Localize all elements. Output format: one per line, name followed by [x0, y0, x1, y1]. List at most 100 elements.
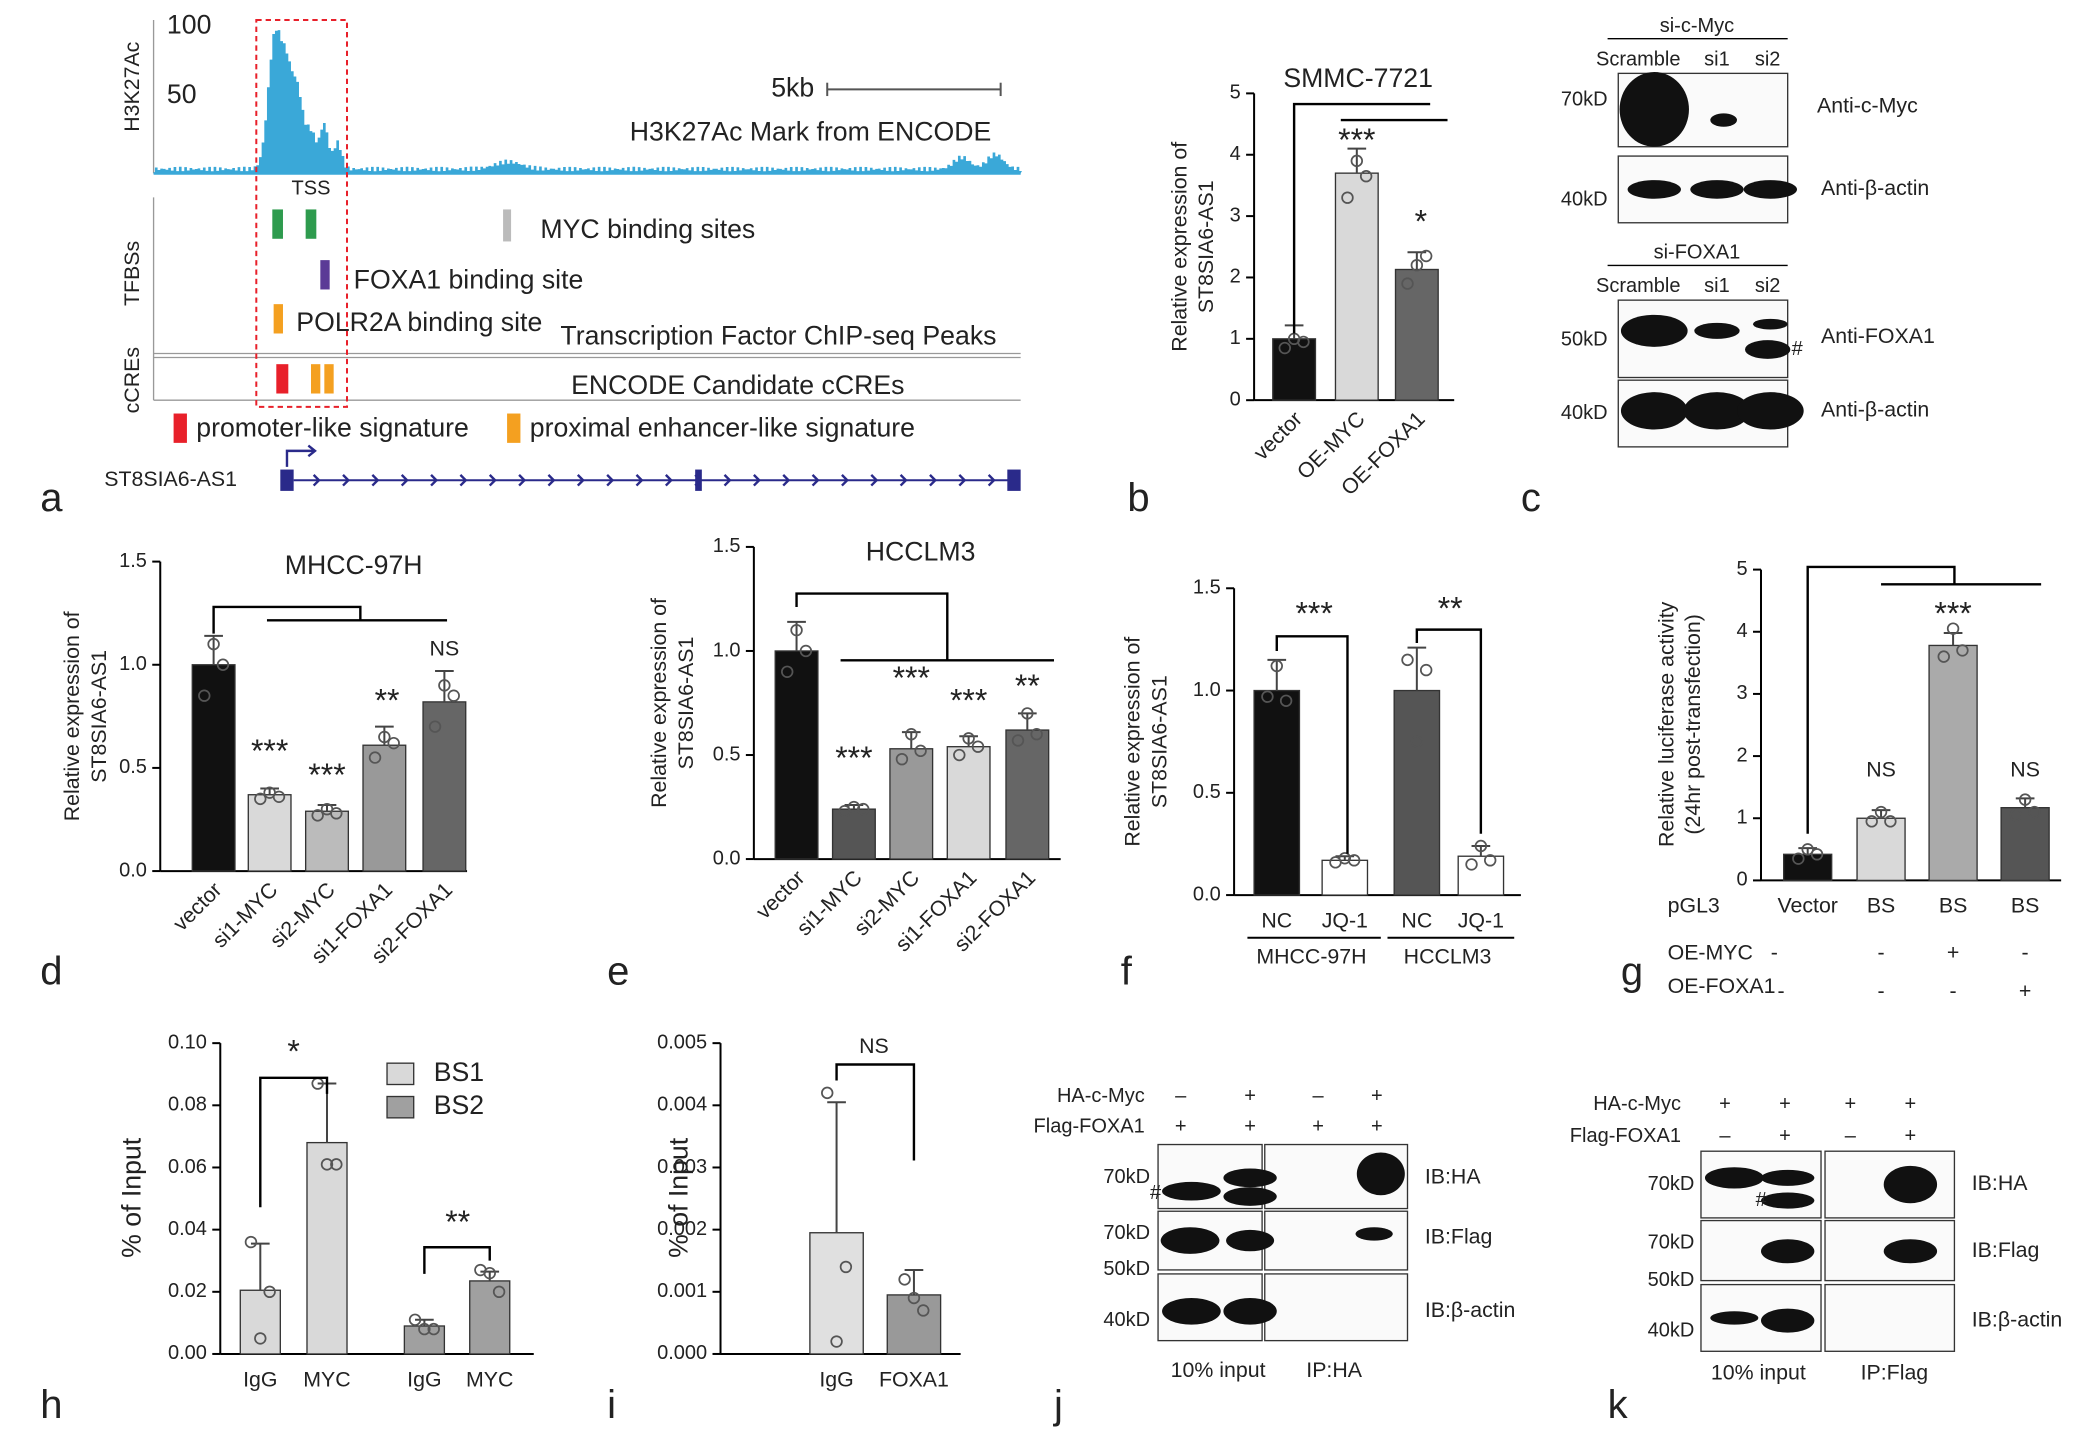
- y-axis-label: Relative expression of: [647, 598, 671, 808]
- error-bar: [787, 620, 806, 651]
- y-tick-label: 0.04: [168, 1218, 207, 1240]
- error-bar: [959, 735, 978, 747]
- y-axis-label: Relative expression of: [1167, 142, 1191, 352]
- y-tick-label: 5: [1230, 82, 1241, 104]
- bar: [403, 1325, 446, 1355]
- label: +: [1845, 1093, 1857, 1115]
- data-point: [418, 1322, 431, 1336]
- data-point: [1474, 839, 1488, 853]
- label: Scramble: [1596, 275, 1680, 297]
- label: ENCODE Candidate cCREs: [571, 370, 904, 400]
- chart-title: HCCLM3: [866, 537, 976, 567]
- x-tick-label: NC: [1401, 908, 1432, 932]
- data-point: [1279, 694, 1293, 707]
- label: proximal enhancer-like signature: [530, 413, 915, 443]
- error-bar: [250, 1242, 270, 1291]
- significance-bracket: [835, 1063, 916, 1161]
- y-tick-label: 1.0: [1193, 679, 1221, 701]
- y-tick-label: 2: [1737, 744, 1748, 766]
- label: 70kD: [1103, 1166, 1150, 1188]
- band: [1683, 392, 1751, 430]
- bar: [1457, 855, 1505, 896]
- panel-letter: h: [40, 1383, 62, 1427]
- tfbs-mark: [272, 209, 283, 239]
- y-tick-label: 1.5: [119, 550, 147, 572]
- bar: [1928, 644, 1978, 882]
- error-bar: [901, 731, 921, 749]
- data-point: [1011, 734, 1025, 747]
- panel-letter: j: [1053, 1383, 1063, 1427]
- y-tick-label: 1: [1737, 807, 1748, 829]
- significance-label: ***: [1295, 596, 1332, 632]
- row-label: pGL3: [1668, 894, 1720, 918]
- y-tick-label: 0.06: [168, 1156, 207, 1178]
- y-axis-label: Relative expression of: [1121, 637, 1145, 847]
- legend-swatch: [507, 413, 521, 443]
- ccre-mark: [310, 364, 321, 394]
- treatment-sign: -: [1777, 979, 1784, 1003]
- data-point: [1030, 728, 1043, 741]
- data-point: [387, 736, 400, 750]
- band: [1627, 180, 1681, 199]
- panel-letter: f: [1121, 949, 1133, 993]
- bar: [247, 794, 292, 872]
- data-point: [1865, 815, 1878, 828]
- y-tick-label: 0.02: [168, 1280, 207, 1302]
- data-point: [427, 1322, 440, 1336]
- gene-chevron: [430, 474, 439, 487]
- data-point: [1792, 852, 1805, 865]
- y-axis-label: Relative expression of: [60, 611, 84, 821]
- data-point: [1946, 622, 1960, 635]
- band: [1620, 314, 1688, 347]
- significance-label: **: [375, 682, 400, 718]
- y-tick-label: 0.5: [119, 756, 147, 778]
- y-tick-label: 4: [1230, 143, 1241, 165]
- label: +: [1371, 1085, 1383, 1107]
- label: HA-c-Myc: [1593, 1093, 1681, 1115]
- band: [1744, 340, 1791, 359]
- panel-letter: a: [40, 476, 63, 520]
- y-tick-label: 0.0: [119, 859, 147, 881]
- significance-label: ***: [308, 757, 345, 793]
- band: [1162, 1297, 1221, 1325]
- data-point: [2028, 805, 2041, 819]
- data-point: [272, 790, 286, 804]
- label: –: [1719, 1125, 1731, 1147]
- data-point: [953, 748, 966, 762]
- gene-chevron: [312, 474, 321, 487]
- x-tick-label: IgG: [243, 1367, 277, 1391]
- data-point: [962, 732, 975, 745]
- label: Anti-c-Myc: [1817, 93, 1918, 117]
- x-tick-label: BS: [1939, 894, 1967, 918]
- data-point: [1810, 848, 1824, 861]
- band: [1761, 1169, 1815, 1186]
- panel-letter: i: [607, 1383, 616, 1427]
- gene-chevron: [664, 474, 673, 487]
- data-point: [1401, 277, 1414, 290]
- significance-label: NS: [859, 1034, 889, 1058]
- gene-chevron: [459, 474, 468, 487]
- panel-letter: k: [1608, 1383, 1629, 1427]
- gene-chevron: [576, 474, 585, 487]
- y-tick-label: 5: [1737, 558, 1748, 580]
- gene-chevron: [723, 474, 732, 487]
- label: 50: [167, 79, 197, 109]
- gene-chevron: [606, 474, 615, 487]
- label: si2: [1755, 48, 1781, 70]
- band: [1619, 72, 1689, 147]
- label: HA-c-Myc: [1057, 1085, 1145, 1107]
- y-tick-label: 1.5: [1193, 577, 1221, 599]
- x-tick-label: FOXA1: [879, 1367, 949, 1391]
- blot-box: [1824, 1283, 1956, 1352]
- data-point: [378, 730, 391, 744]
- label: +: [1312, 1115, 1324, 1137]
- x-tick-label: BS: [1867, 894, 1895, 918]
- error-bar: [827, 1101, 846, 1233]
- panel-letter: g: [1621, 949, 1643, 993]
- gene-chevron: [753, 474, 761, 487]
- y-tick-label: 0.0: [713, 847, 741, 869]
- band: [1162, 1181, 1221, 1201]
- tfbs-mark: [273, 304, 283, 334]
- bar: [469, 1280, 511, 1355]
- data-point: [895, 752, 909, 766]
